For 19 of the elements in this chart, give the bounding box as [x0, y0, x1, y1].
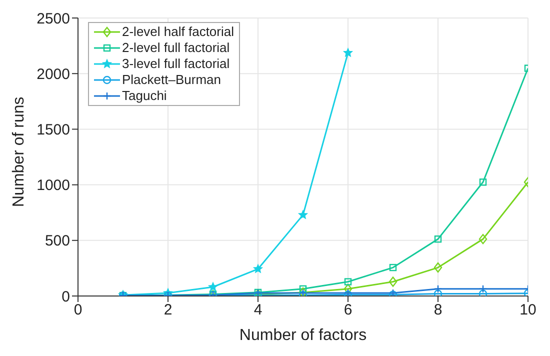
y-axis-title: Number of runs	[10, 96, 28, 207]
legend-label: 2-level half factorial	[122, 24, 234, 40]
x-tick-label: 10	[520, 302, 536, 319]
y-tick-label: 2500	[36, 10, 70, 28]
y-tick-label: 2000	[36, 66, 70, 83]
y-tick-label: 500	[44, 232, 70, 250]
x-axis-title: Number of factors	[239, 327, 367, 344]
y-tick-label: 1500	[36, 122, 70, 139]
y-tick-label: 0	[62, 288, 70, 306]
x-tick-label: 2	[164, 302, 172, 319]
x-tick-label: 0	[74, 302, 82, 319]
legend-label: 3-level full factorial	[122, 56, 230, 72]
legend-label: Taguchi	[122, 88, 167, 104]
legend-label: 2-level full factorial	[122, 40, 230, 56]
legend-label: Plackett–Burman	[122, 72, 221, 88]
x-tick-label: 8	[434, 302, 442, 319]
x-tick-label: 6	[344, 302, 352, 319]
x-tick-label: 4	[254, 302, 262, 319]
y-tick-label: 1000	[36, 177, 70, 194]
